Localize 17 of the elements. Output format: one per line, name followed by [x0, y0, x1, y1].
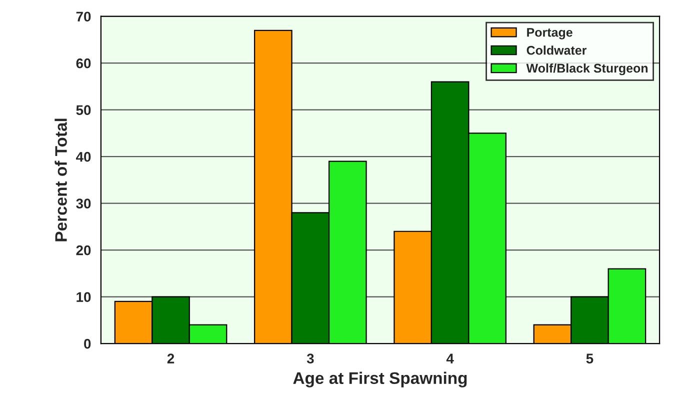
- y-tick-label: 10: [76, 292, 91, 302]
- y-tick-label: 60: [76, 58, 91, 68]
- y-tick-label: 20: [76, 245, 91, 256]
- x-tick-label: 3: [306, 354, 314, 364]
- x-axis-title: Age at First Spawning: [293, 372, 467, 388]
- legend-label: Coldwater: [526, 46, 587, 55]
- y-axis-title: Percent of Total: [54, 118, 67, 242]
- y-tick-label: 0: [84, 338, 91, 349]
- y-tick-label: 70: [76, 12, 91, 22]
- legend-label: Portage: [527, 28, 572, 40]
- x-tick-label: 5: [586, 354, 594, 364]
- legend-label: Wolf/Black Sturgeon: [526, 63, 648, 76]
- y-tick-label: 30: [76, 198, 91, 209]
- x-tick-label: 2: [167, 354, 174, 364]
- y-tick-label: 50: [76, 105, 91, 116]
- y-tick-label: 40: [76, 152, 91, 162]
- x-tick-label: 4: [446, 354, 454, 364]
